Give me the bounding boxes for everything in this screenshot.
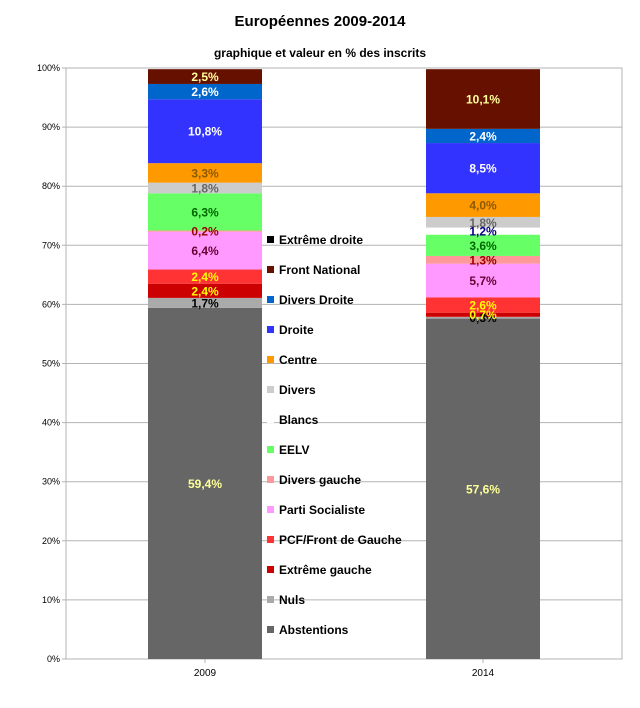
legend-label: Divers gauche: [279, 473, 361, 487]
data-label: 8,5%: [469, 162, 497, 176]
legend-swatch: [267, 266, 274, 273]
bar-segment: [426, 143, 540, 194]
data-label: 2,4%: [469, 129, 497, 143]
bar-segment: [426, 263, 540, 298]
data-label: 1,3%: [469, 253, 497, 267]
data-label: 3,3%: [191, 166, 219, 180]
data-label: 10,8%: [188, 125, 222, 139]
bar-segment: [148, 283, 262, 298]
legend-swatch: [267, 506, 274, 513]
bar-segment: [148, 297, 262, 308]
labels-layer: 59,4%1,7%2,4%2,4%6,4%0,2%6,3%1,8%3,3%10,…: [188, 70, 500, 496]
data-label: 5,7%: [469, 274, 497, 288]
data-label: 1,8%: [191, 181, 219, 195]
y-tick-label: 100%: [37, 63, 60, 73]
legend-label: Front National: [279, 263, 360, 277]
bar-segment: [426, 318, 540, 659]
bar-segment: [148, 231, 262, 270]
legend-swatch: [267, 326, 274, 333]
legend-swatch: [267, 626, 274, 633]
chart-subtitle: graphique et valeur en % des inscrits: [214, 46, 426, 60]
legend-label: EELV: [279, 443, 309, 457]
y-tick-label: 0%: [47, 654, 60, 664]
data-label: 6,3%: [191, 205, 219, 219]
data-label: 0,7%: [469, 308, 497, 322]
data-label: 1,8%: [469, 216, 497, 230]
bar-segment: [148, 269, 262, 284]
legend-swatch: [267, 446, 274, 453]
y-tick-label: 70%: [42, 240, 60, 250]
data-label: 4,0%: [469, 199, 497, 213]
bar-segment: [148, 69, 262, 84]
legend-swatch: [267, 416, 274, 423]
data-label: 59,4%: [188, 477, 222, 491]
data-label: 3,6%: [469, 239, 497, 253]
bar-segment: [426, 216, 540, 228]
bar-segment: [148, 182, 262, 194]
x-tick-label: 2014: [472, 668, 495, 679]
chart-title: Européennes 2009-2014: [235, 13, 407, 30]
bar-segment: [426, 316, 540, 319]
bars-layer: [148, 69, 540, 659]
bar-segment: [148, 99, 262, 164]
data-label: 1,2%: [469, 225, 497, 239]
legend-swatch: [267, 566, 274, 573]
bar-segment: [148, 307, 262, 659]
legend-label: Blancs: [279, 413, 319, 427]
bar-segment: [426, 227, 540, 235]
y-tick-label: 40%: [42, 418, 60, 428]
data-label: 0,3%: [469, 311, 497, 325]
y-tick-label: 30%: [42, 477, 60, 487]
bar-segment: [426, 312, 540, 317]
data-label: 6,4%: [191, 244, 219, 258]
bar-segment: [148, 83, 262, 100]
legend-label: PCF/Front de Gauche: [279, 533, 402, 547]
data-label: 1,7%: [191, 296, 219, 310]
legend-label: Droite: [279, 323, 314, 337]
y-tick-label: 90%: [42, 122, 60, 132]
data-label: 57,6%: [466, 482, 500, 496]
legend-label: Extrême gauche: [279, 563, 372, 577]
bar-segment: [426, 234, 540, 256]
legend: Extrême droite Front National Divers Droit…: [267, 233, 402, 637]
legend-swatch: [267, 236, 274, 243]
legend-label: Divers: [279, 383, 316, 397]
bar-segment: [426, 255, 540, 264]
data-label: 0,2%: [191, 225, 219, 239]
legend-label: Centre: [279, 353, 317, 367]
bar-segment: [148, 230, 262, 232]
legend-swatch: [267, 356, 274, 363]
legend-swatch: [267, 476, 274, 483]
legend-label: Abstentions: [279, 623, 349, 637]
y-tick-label: 10%: [42, 595, 60, 605]
data-label: 2,5%: [191, 70, 219, 84]
data-label: 2,6%: [191, 85, 219, 99]
bar-segment: [148, 193, 262, 231]
x-tick-label: 2009: [194, 668, 217, 679]
bar-segment: [426, 128, 540, 144]
y-tick-label: 50%: [42, 359, 60, 369]
bar-segment: [148, 163, 262, 183]
data-label: 10,1%: [466, 93, 500, 107]
y-tick-label: 20%: [42, 536, 60, 546]
y-tick-label: 60%: [42, 299, 60, 309]
legend-swatch: [267, 386, 274, 393]
data-label: 2,4%: [191, 284, 219, 298]
y-tick-label: 80%: [42, 181, 60, 191]
data-label: 2,4%: [191, 270, 219, 284]
bar-segment: [426, 297, 540, 313]
legend-label: Extrême droite: [279, 233, 363, 247]
legend-label: Nuls: [279, 593, 305, 607]
data-label: 2,6%: [469, 298, 497, 312]
legend-swatch: [267, 296, 274, 303]
bar-segment: [426, 69, 540, 129]
legend-label: Divers Droite: [279, 293, 354, 307]
legend-swatch: [267, 536, 274, 543]
legend-label: Parti Socialiste: [279, 503, 365, 517]
bar-segment: [426, 193, 540, 217]
legend-swatch: [267, 596, 274, 603]
